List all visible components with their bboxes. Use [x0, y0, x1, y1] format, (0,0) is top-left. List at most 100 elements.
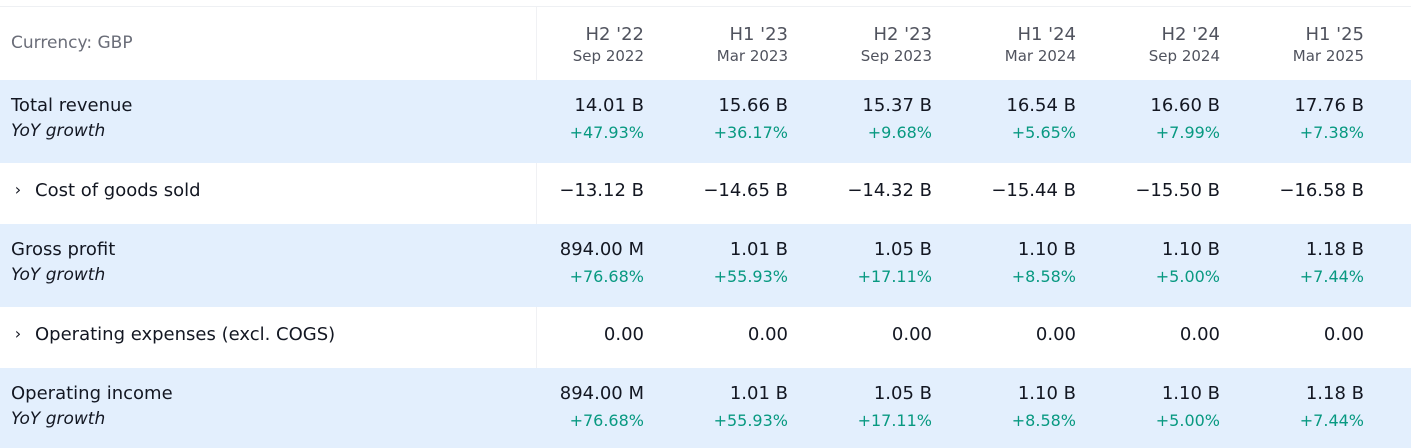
growth-value: +47.93% — [569, 123, 644, 142]
value-cell: 15.66 B +36.17% — [648, 95, 788, 143]
period-header: H2 '23 Sep 2023 — [792, 24, 932, 66]
period-header: H1 '23 Mar 2023 — [648, 24, 788, 66]
value-cell: 1.18 B +7.44% — [1224, 383, 1364, 431]
value-cell: 1.10 B +8.58% — [936, 383, 1076, 431]
value: 1.01 B — [729, 383, 788, 404]
growth-value: +55.93% — [713, 267, 788, 286]
value-cell: −14.65 B — [648, 180, 788, 202]
metric-name: Operating expenses (excl. COGS) — [35, 324, 336, 345]
value-cell: 16.60 B +7.99% — [1080, 95, 1220, 143]
value: 1.10 B — [1161, 239, 1220, 260]
value: 0.00 — [1035, 324, 1076, 345]
growth-value: +55.93% — [713, 411, 788, 430]
value-cell: 1.05 B +17.11% — [792, 239, 932, 287]
value-cell: 1.01 B +55.93% — [648, 239, 788, 287]
value: 15.66 B — [718, 95, 788, 116]
table-row-operating-income: Operating income YoY growth 894.00 M +76… — [0, 368, 1411, 448]
value: −13.12 B — [559, 180, 644, 201]
metric-name: Gross profit — [11, 239, 116, 260]
value: −14.32 B — [847, 180, 932, 201]
period-title: H2 '22 — [585, 24, 644, 45]
period-header: H1 '25 Mar 2025 — [1224, 24, 1364, 66]
value: 1.18 B — [1305, 383, 1364, 404]
growth-value: +7.38% — [1299, 123, 1364, 142]
value: 17.76 B — [1294, 95, 1364, 116]
value-cell: 1.10 B +5.00% — [1080, 383, 1220, 431]
period-title: H2 '24 — [1161, 24, 1220, 45]
value-cell: 1.10 B +8.58% — [936, 239, 1076, 287]
row-label-cell: Gross profit YoY growth — [11, 224, 531, 307]
growth-value: +17.11% — [857, 411, 932, 430]
value: 0.00 — [603, 324, 644, 345]
value-cell: 14.01 B +47.93% — [504, 95, 644, 143]
growth-value: +7.44% — [1299, 411, 1364, 430]
value-cell: 1.05 B +17.11% — [792, 383, 932, 431]
value-cell: 894.00 M +76.68% — [504, 239, 644, 287]
value: 0.00 — [1179, 324, 1220, 345]
value: 15.37 B — [862, 95, 932, 116]
metric-name: Total revenue — [11, 95, 133, 116]
value: 0.00 — [1323, 324, 1364, 345]
currency-label: Currency: GBP — [11, 33, 133, 53]
row-label-cell: › Operating expenses (excl. COGS) — [11, 307, 531, 368]
metric-name: Operating income — [11, 383, 173, 404]
metric-sub-label: YoY growth — [11, 265, 106, 285]
period-header: H1 '24 Mar 2024 — [936, 24, 1076, 66]
value-cell: −14.32 B — [792, 180, 932, 202]
value: 16.54 B — [1006, 95, 1076, 116]
value: 14.01 B — [574, 95, 644, 116]
expand-operating-expenses-toggle[interactable]: › Operating expenses (excl. COGS) — [11, 324, 335, 345]
period-date: Mar 2023 — [716, 47, 788, 65]
growth-value: +8.58% — [1011, 267, 1076, 286]
value: 1.05 B — [873, 239, 932, 260]
period-title: H1 '25 — [1305, 24, 1364, 45]
growth-value: +36.17% — [713, 123, 788, 142]
period-title: H2 '23 — [873, 24, 932, 45]
row-label-cell: Total revenue YoY growth — [11, 80, 531, 163]
value-cell: −15.50 B — [1080, 180, 1220, 202]
value: 1.10 B — [1017, 239, 1076, 260]
value-cell: 0.00 — [504, 324, 644, 346]
value: 1.05 B — [873, 383, 932, 404]
value-cell: −15.44 B — [936, 180, 1076, 202]
growth-value: +8.58% — [1011, 411, 1076, 430]
row-label-cell: › Cost of goods sold — [11, 163, 531, 224]
growth-value: +76.68% — [569, 267, 644, 286]
value-cell: 894.00 M +76.68% — [504, 383, 644, 431]
value-cell: 1.18 B +7.44% — [1224, 239, 1364, 287]
value-cell: 1.10 B +5.00% — [1080, 239, 1220, 287]
period-date: Mar 2024 — [1004, 47, 1076, 65]
value: 0.00 — [747, 324, 788, 345]
value-cell: 0.00 — [648, 324, 788, 346]
value-cell: 0.00 — [1224, 324, 1364, 346]
value: 1.18 B — [1305, 239, 1364, 260]
period-header: H2 '24 Sep 2024 — [1080, 24, 1220, 66]
value-cell: −13.12 B — [504, 180, 644, 202]
period-title: H1 '23 — [729, 24, 788, 45]
value: 894.00 M — [559, 383, 644, 404]
value: 1.10 B — [1161, 383, 1220, 404]
growth-value: +17.11% — [857, 267, 932, 286]
value: −15.50 B — [1135, 180, 1220, 201]
chevron-right-icon[interactable]: › — [14, 324, 22, 343]
value: −15.44 B — [991, 180, 1076, 201]
table-row-total-revenue: Total revenue YoY growth 14.01 B +47.93%… — [0, 80, 1411, 163]
value-cell: 1.01 B +55.93% — [648, 383, 788, 431]
value-cell: 16.54 B +5.65% — [936, 95, 1076, 143]
row-label-cell: Operating income YoY growth — [11, 368, 531, 448]
growth-value: +76.68% — [569, 411, 644, 430]
growth-value: +9.68% — [867, 123, 932, 142]
period-date: Sep 2022 — [572, 47, 644, 65]
table-row-operating-expenses: › Operating expenses (excl. COGS) 0.00 0… — [0, 307, 1411, 368]
period-title: H1 '24 — [1017, 24, 1076, 45]
chevron-right-icon[interactable]: › — [14, 180, 22, 199]
table-row-cost-of-goods-sold: › Cost of goods sold −13.12 B −14.65 B −… — [0, 163, 1411, 224]
expand-cost-of-goods-sold-toggle[interactable]: › Cost of goods sold — [11, 180, 201, 201]
metric-sub-label: YoY growth — [11, 121, 106, 141]
value-cell: 15.37 B +9.68% — [792, 95, 932, 143]
growth-value: +5.65% — [1011, 123, 1076, 142]
period-date: Mar 2025 — [1292, 47, 1364, 65]
value-cell: −16.58 B — [1224, 180, 1364, 202]
value-cell: 0.00 — [1080, 324, 1220, 346]
